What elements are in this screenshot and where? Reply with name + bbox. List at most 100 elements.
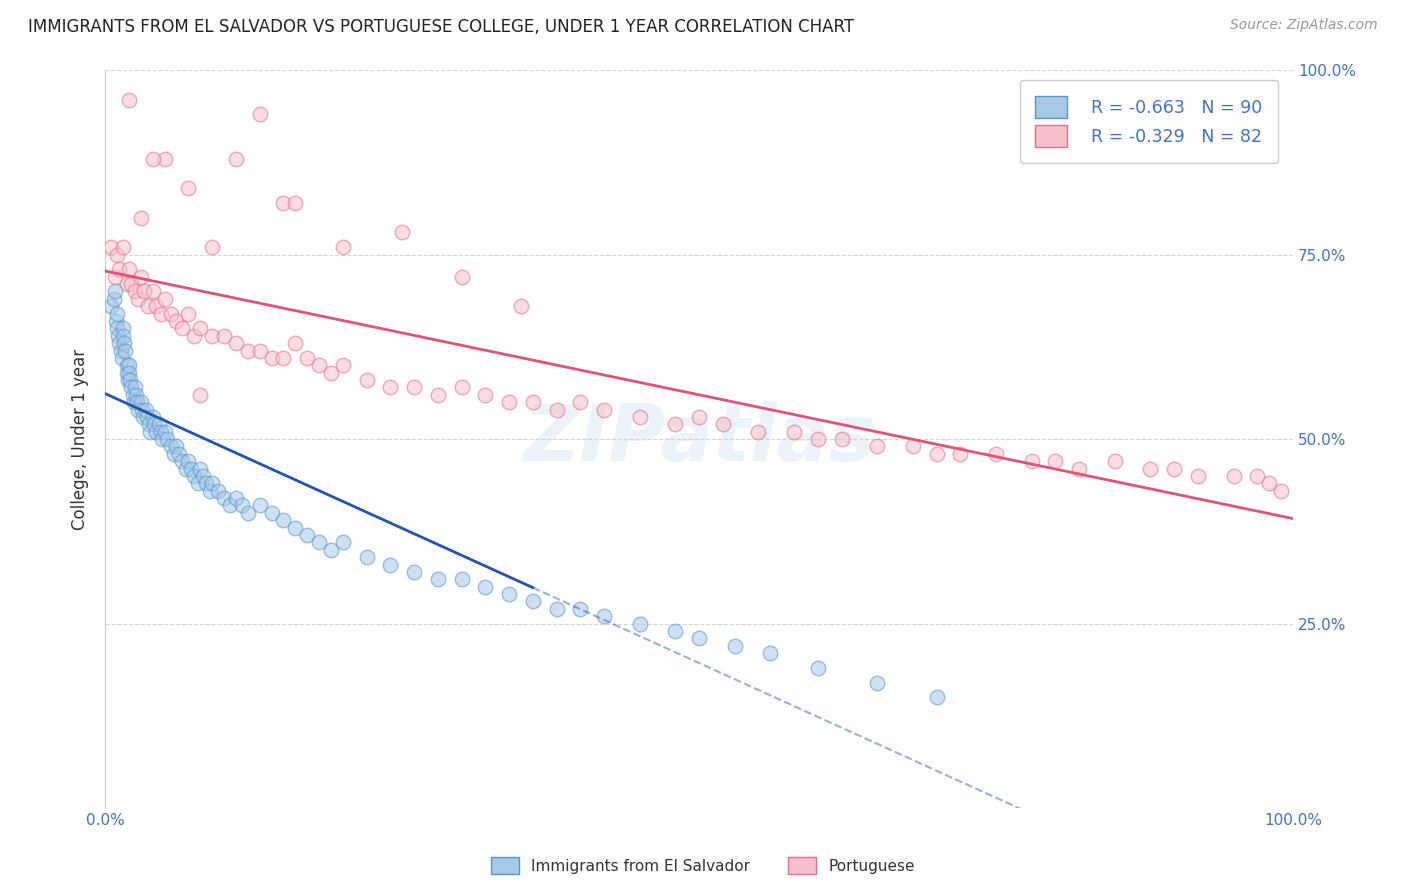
Point [260, 506, 283, 520]
Point [188, 461, 211, 475]
Point [569, 602, 592, 616]
Point [664, 417, 686, 432]
Point [356, 550, 378, 565]
Point [664, 624, 686, 638]
Point [1021, 454, 1043, 468]
Point [474, 580, 496, 594]
Point [249, 107, 271, 121]
Point [132, 409, 155, 424]
Point [925, 447, 948, 461]
Point [450, 269, 472, 284]
Point [112, 336, 135, 351]
Point [901, 440, 924, 454]
Point [112, 321, 135, 335]
Point [807, 432, 830, 446]
Point [759, 646, 782, 660]
Point [145, 425, 167, 439]
Point [104, 269, 127, 284]
Point [1163, 461, 1185, 475]
Point [127, 292, 149, 306]
Point [125, 388, 148, 402]
Point [284, 195, 307, 210]
Point [177, 307, 200, 321]
Point [107, 328, 129, 343]
Point [212, 491, 235, 505]
Point [201, 328, 224, 343]
Point [546, 402, 568, 417]
Point [724, 639, 747, 653]
Point [249, 499, 271, 513]
Point [150, 425, 173, 439]
Point [138, 417, 160, 432]
Point [153, 292, 176, 306]
Point [260, 351, 283, 365]
Point [135, 409, 157, 424]
Point [156, 432, 179, 446]
Point [236, 343, 259, 358]
Point [207, 483, 229, 498]
Point [142, 409, 165, 424]
Point [225, 491, 247, 505]
Point [153, 152, 176, 166]
Point [139, 425, 162, 439]
Point [593, 609, 616, 624]
Point [319, 542, 342, 557]
Point [117, 373, 139, 387]
Point [273, 351, 295, 365]
Text: ZIPatlas: ZIPatlas [523, 401, 875, 477]
Point [148, 417, 170, 432]
Legend:   R = -0.663   N = 90,   R = -0.329   N = 82: R = -0.663 N = 90, R = -0.329 N = 82 [1019, 80, 1278, 163]
Point [984, 447, 1007, 461]
Point [118, 358, 141, 372]
Point [105, 307, 128, 321]
Point [688, 409, 710, 424]
Point [127, 402, 149, 417]
Point [180, 461, 202, 475]
Point [498, 587, 520, 601]
Point [711, 417, 734, 432]
Point [142, 417, 165, 432]
Point [1104, 454, 1126, 468]
Point [308, 358, 330, 372]
Point [136, 299, 159, 313]
Point [183, 469, 205, 483]
Point [402, 380, 425, 394]
Point [153, 425, 176, 439]
Point [115, 277, 138, 291]
Point [166, 314, 188, 328]
Point [866, 675, 889, 690]
Point [356, 373, 378, 387]
Point [593, 402, 616, 417]
Point [100, 299, 122, 313]
Point [236, 506, 259, 520]
Point [129, 269, 152, 284]
Point [120, 373, 142, 387]
Point [1270, 483, 1292, 498]
Point [124, 380, 146, 394]
Point [110, 343, 132, 358]
Point [380, 380, 402, 394]
Point [105, 321, 128, 335]
Point [114, 343, 136, 358]
Point [569, 395, 592, 409]
Point [866, 440, 889, 454]
Point [688, 632, 710, 646]
Point [121, 388, 143, 402]
Point [112, 240, 135, 254]
Point [177, 181, 200, 195]
Point [219, 499, 242, 513]
Point [249, 343, 271, 358]
Point [174, 461, 197, 475]
Point [120, 277, 142, 291]
Point [159, 307, 181, 321]
Point [112, 328, 135, 343]
Point [124, 285, 146, 299]
Point [510, 299, 533, 313]
Point [783, 425, 806, 439]
Text: IMMIGRANTS FROM EL SALVADOR VS PORTUGUESE COLLEGE, UNDER 1 YEAR CORRELATION CHAR: IMMIGRANTS FROM EL SALVADOR VS PORTUGUES… [28, 18, 855, 36]
Point [546, 602, 568, 616]
Point [188, 321, 211, 335]
Point [150, 307, 173, 321]
Point [295, 351, 318, 365]
Point [747, 425, 769, 439]
